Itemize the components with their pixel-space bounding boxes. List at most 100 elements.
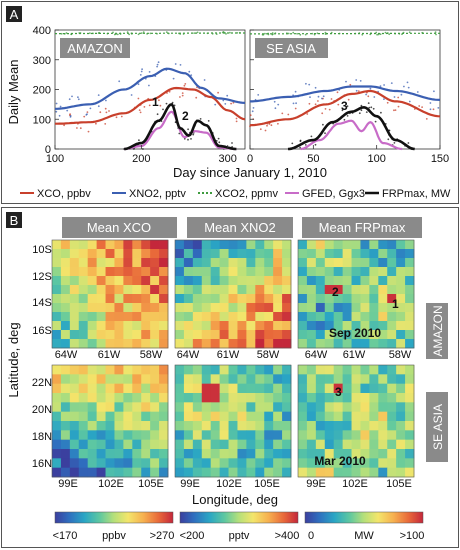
heatmap-cell: [52, 458, 62, 469]
heatmap-cell: [246, 303, 256, 313]
heatmap-cell: [201, 303, 212, 313]
heatmap-cell: [246, 458, 256, 469]
heatmap-cell: [159, 402, 169, 413]
heatmap-cell: [78, 267, 89, 277]
heatmap-cell: [150, 439, 160, 450]
heatmap-cell: [396, 267, 406, 277]
heatmap-cell: [60, 240, 71, 250]
heatmap-cell: [60, 383, 71, 394]
heatmap-cell: [333, 285, 344, 295]
heatmap-cell: [183, 240, 194, 250]
heatmap-cell: [96, 321, 106, 331]
heatmap-cell: [255, 294, 265, 304]
data-point: [55, 110, 58, 113]
heatmap-cell: [342, 294, 352, 304]
data-point: [294, 90, 297, 93]
heatmap-cell: [360, 365, 370, 375]
heatmap-cell: [306, 402, 317, 413]
heatmap-cell: [69, 374, 80, 385]
heatmap-cell: [132, 439, 142, 450]
heatmap-cell: [405, 249, 415, 259]
heatmap-cell: [78, 294, 89, 304]
heatmap-cell: [378, 374, 388, 385]
heatmap-cell: [306, 467, 317, 478]
heatmap-cell: [105, 339, 115, 349]
heatmap-cell: [282, 303, 292, 313]
heatmap-cell: [387, 467, 397, 478]
heatmap-cell: [87, 449, 98, 459]
heatmap-cell: [123, 330, 133, 340]
heatmap-cell: [246, 330, 256, 340]
data-point: [165, 31, 168, 33]
heatmap-cell: [201, 240, 212, 250]
heatmap-cell: [315, 294, 326, 304]
data-point: [281, 112, 284, 115]
heatmap-cell: [255, 393, 265, 403]
heatmap-cell: [306, 276, 317, 286]
data-point: [322, 123, 324, 126]
heatmap-cell: [342, 430, 352, 441]
heatmap-cell: [219, 258, 229, 268]
heatmap-cell: [264, 285, 274, 295]
annotation-2: 2: [182, 109, 189, 123]
heatmap-cell: [141, 312, 151, 322]
data-point: [406, 81, 409, 84]
heatmap-cell: [306, 303, 317, 313]
heatmap-cell: [273, 339, 283, 349]
heatmap-cell: [210, 374, 221, 385]
heatmap-cell: [219, 330, 229, 340]
heatmap-cell: [175, 330, 185, 340]
heatmap-cell: [255, 321, 265, 331]
heatmap-cell: [105, 374, 115, 385]
heatmap-cell: [396, 411, 406, 422]
heatmap-cell: [78, 258, 89, 268]
heatmap-cell: [396, 294, 406, 304]
data-point: [324, 132, 326, 135]
heatmap-cell: [132, 249, 142, 259]
data-point: [397, 105, 400, 108]
heatmap-cell: [150, 285, 160, 295]
heatmap-cell: [324, 267, 335, 277]
heatmap-cell: [246, 321, 256, 331]
data-point: [383, 98, 385, 100]
data-point: [359, 80, 362, 82]
colorbar-xno2-max: >400: [275, 530, 300, 542]
heatmap-cell: [87, 303, 98, 313]
heatmap-cell: [123, 393, 133, 403]
data-point: [196, 31, 199, 34]
heatmap-cell: [78, 449, 89, 459]
heatmap-cell: [298, 312, 308, 322]
data-point: [360, 109, 363, 112]
region-label-seasia-bg: [255, 38, 328, 58]
data-point: [199, 118, 202, 120]
heatmap-cell: [405, 411, 415, 422]
heatmap-cell: [159, 258, 169, 268]
data-point: [126, 31, 129, 34]
heatmap-cell: [219, 439, 229, 450]
heatmap-cell: [387, 458, 397, 469]
heatmap-cell: [273, 240, 283, 250]
heatmap-cell: [255, 449, 265, 459]
row-label-seasia: SE ASIA: [431, 404, 445, 450]
heatmap-cell: [123, 383, 133, 394]
colorbar-frp-max: >100: [400, 530, 425, 542]
lon-tick: 102E: [98, 478, 124, 490]
heatmap-cell: [333, 449, 344, 459]
heatmap-cell: [219, 430, 229, 441]
heatmap-cell: [315, 240, 326, 250]
heatmap-cell: [192, 294, 203, 304]
heatmap-cell: [342, 383, 352, 394]
x-tick-label: 300: [219, 153, 237, 165]
colorbar-xco: [54, 511, 174, 524]
data-point: [437, 107, 440, 109]
heatmap-mean-xco-amazon: [51, 239, 169, 349]
heatmap-cell: [369, 321, 379, 331]
heatmap-cell: [405, 383, 415, 394]
heatmap-cell: [255, 267, 265, 277]
heatmap-cell: [246, 285, 256, 295]
heatmap-cell: [105, 383, 115, 394]
data-point: [324, 108, 327, 110]
heatmap-cell: [228, 458, 238, 469]
heatmap-cell: [175, 374, 185, 385]
heatmap-cell: [150, 240, 160, 250]
